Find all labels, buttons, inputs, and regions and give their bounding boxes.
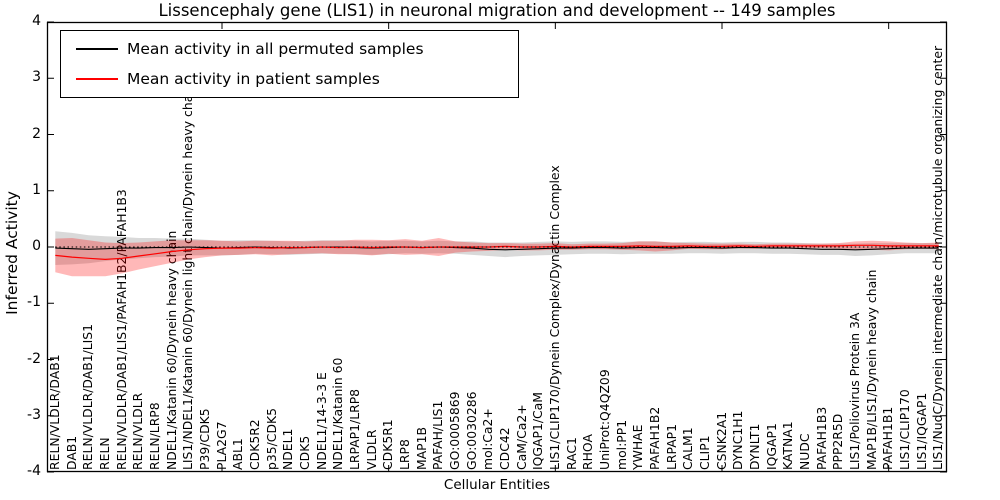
permuted-band-area [55, 231, 939, 265]
y-tick-label: -2 [27, 350, 41, 367]
x-axis-label: Cellular Entities [443, 477, 551, 493]
axis-tick-marks [47, 21, 947, 473]
chart-title: Lissencephaly gene (LIS1) in neuronal mi… [158, 1, 836, 20]
y-tick-label: 2 [32, 125, 41, 142]
legend-entry-permuted: Mean activity in all permuted samples [61, 38, 424, 60]
chart-canvas [46, 21, 948, 473]
legend-entry-patient: Mean activity in patient samples [61, 68, 380, 90]
plot-area: RELN/VLDLR/DAB1 DAB1 RELN/VLDLR/DAB1/LIS1 R… [46, 21, 948, 473]
y-tick-label: -1 [27, 294, 41, 311]
patient-mean-line [55, 244, 939, 261]
legend: Mean activity in all permuted samples Me… [60, 30, 519, 98]
legend-line-patient-icon [76, 78, 118, 80]
y-tick-label: 1 [32, 181, 41, 198]
y-tick-label: -4 [27, 463, 41, 479]
patient-band-area [55, 238, 939, 277]
permuted-mean-line [55, 246, 939, 251]
y-tick-label: 3 [32, 69, 41, 86]
y-tick-label: -3 [27, 406, 41, 423]
y-tick-label: 0 [32, 238, 41, 254]
plot-frame [46, 21, 948, 473]
y-axis-label: Inferred Activity [3, 191, 21, 315]
legend-label-patient: Mean activity in patient samples [127, 70, 380, 88]
legend-line-permuted-icon [76, 48, 118, 50]
legend-label-permuted: Mean activity in all permuted samples [127, 40, 424, 58]
y-tick-label: 4 [32, 13, 41, 29]
